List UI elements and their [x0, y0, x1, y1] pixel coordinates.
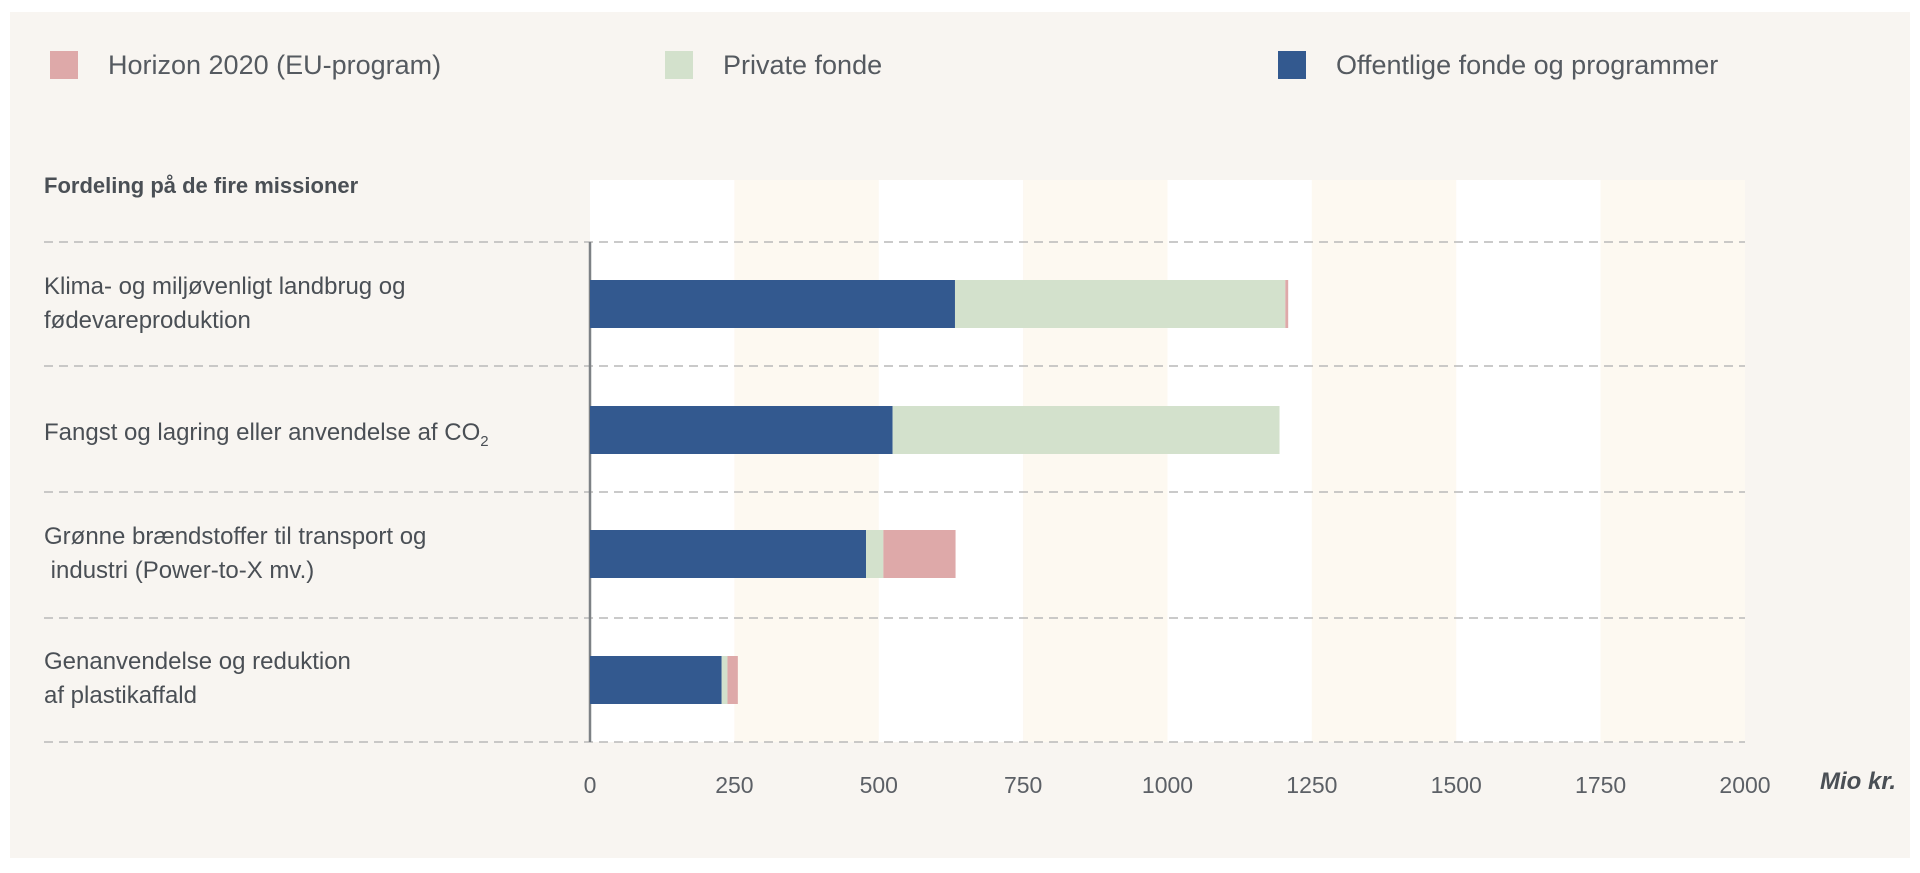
x-tick-label-0: 0	[584, 772, 597, 798]
x-axis-unit-label: Mio kr.	[1820, 768, 1897, 795]
grid-band-5	[1167, 180, 1312, 742]
bar-horizon-1	[1285, 280, 1289, 328]
legend-label-private: Private fonde	[723, 49, 883, 80]
x-tick-label-750: 750	[1004, 772, 1042, 798]
chart-title: Fordeling på de fire missioner	[44, 173, 359, 198]
bar-horizon-4	[727, 656, 738, 704]
category-label-3-line1: Grønne brændstoffer til transport og	[44, 523, 427, 550]
category-label-2-text: Fangst og lagring eller anvendelse af CO	[44, 419, 481, 446]
grid-band-2	[734, 180, 879, 742]
category-label-1-line1: Klima- og miljøvenligt landbrug og	[44, 273, 406, 300]
grid-band-1	[590, 180, 735, 742]
legend-swatch-private	[665, 51, 693, 79]
x-tick-label-1750: 1750	[1575, 772, 1626, 798]
bar-horizon-3	[883, 530, 956, 578]
category-label-2-line1: Fangst og lagring eller anvendelse af CO…	[44, 416, 564, 459]
x-tick-label-1250: 1250	[1286, 772, 1337, 798]
bar-private-2	[892, 406, 1280, 454]
x-tick-label-1500: 1500	[1431, 772, 1482, 798]
legend-swatch-horizon	[50, 51, 78, 79]
bar-private-4	[721, 656, 728, 704]
x-tick-label-1000: 1000	[1142, 772, 1193, 798]
x-tick-label-250: 250	[715, 772, 753, 798]
bar-private-1	[954, 280, 1286, 328]
bar-public-1	[590, 280, 955, 328]
category-label-4: Genanvendelse og reduktion af plastikaff…	[44, 645, 564, 713]
bar-public-4	[590, 656, 722, 704]
legend-label-horizon: Horizon 2020 (EU-program)	[108, 49, 442, 80]
x-tick-label-2000: 2000	[1719, 772, 1770, 798]
grid-band-8	[1600, 180, 1745, 742]
grid-band-7	[1456, 180, 1601, 742]
grid-band-4	[1023, 180, 1168, 742]
bar-private-3	[866, 530, 884, 578]
legend-item-horizon: Horizon 2020 (EU-program)	[50, 48, 441, 82]
bar-public-3	[590, 530, 867, 578]
category-label-3-line2: industri (Power-to-X mv.)	[44, 557, 315, 584]
category-label-4-line2: af plastikaffald	[44, 682, 197, 709]
category-label-1-line2: fødevareproduktion	[44, 307, 251, 334]
bar-public-2	[590, 406, 893, 454]
x-tick-label-500: 500	[860, 772, 898, 798]
category-label-3: Grønne brændstoffer til transport og ind…	[44, 520, 564, 588]
legend-item-public: Offentlige fonde og programmer	[1278, 48, 1718, 82]
category-label-4-line1: Genanvendelse og reduktion	[44, 648, 351, 675]
category-label-2: Fangst og lagring eller anvendelse af CO…	[44, 416, 564, 459]
legend-label-public: Offentlige fonde og programmer	[1336, 49, 1719, 80]
category-label-1: Klima- og miljøvenligt landbrug og fødev…	[44, 270, 564, 338]
grid-band-6	[1311, 180, 1457, 742]
grid-band-3	[878, 180, 1024, 742]
category-label-2-subscript: 2	[480, 432, 489, 450]
legend-item-private: Private fonde	[665, 48, 882, 82]
legend-swatch-public	[1278, 51, 1306, 79]
